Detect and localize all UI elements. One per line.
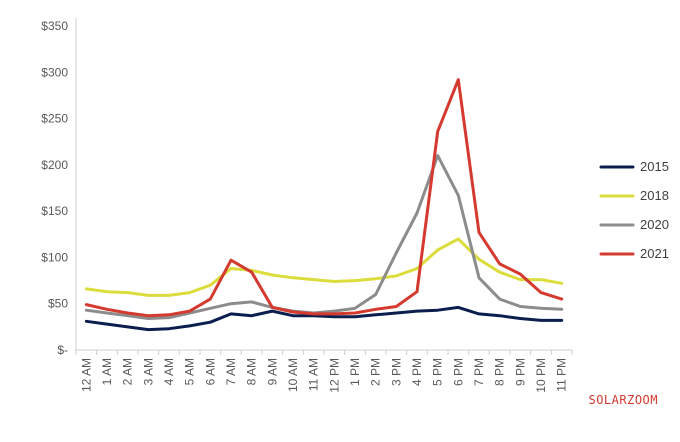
x-tick-label: 10 AM (286, 358, 300, 392)
series-line-2020 (84, 154, 564, 320)
legend-label-2018: 2018 (640, 188, 669, 203)
x-tick-label: 2 PM (369, 358, 383, 386)
x-tick-label: 6 AM (203, 358, 217, 385)
legend-label-2021: 2021 (640, 246, 669, 261)
x-tick-label: 5 PM (431, 358, 445, 386)
x-tick-label: 1 PM (348, 358, 362, 386)
series-line-2018 (84, 237, 564, 297)
x-tick-label: 7 AM (224, 358, 238, 385)
x-tick-label: 1 AM (100, 358, 114, 385)
x-tick-label: 4 PM (410, 358, 424, 386)
y-tick-label: $350 (41, 19, 68, 33)
x-tick-label: 9 PM (513, 358, 527, 386)
y-tick-label: $- (57, 343, 68, 357)
series-line-2021 (84, 78, 564, 318)
y-axis: $- $50 $100 $150 $200 $250 $300 $350 (41, 18, 77, 357)
x-tick-label: 7 PM (472, 358, 486, 386)
x-tick-label: 8 AM (245, 358, 259, 385)
x-tick-label: 2 AM (121, 358, 135, 385)
x-tick-label: 11 PM (555, 358, 569, 392)
x-axis: 12 AM 1 AM 2 AM 3 AM 4 AM 5 AM 6 AM 7 AM 8 AM 9 A… (75, 349, 573, 393)
x-tick-label: 5 AM (183, 358, 197, 385)
legend-label-2015: 2015 (640, 159, 669, 174)
y-tick-label: $200 (41, 158, 68, 172)
x-tick-label: 10 PM (534, 358, 548, 393)
x-tick-label: 12 AM (79, 358, 93, 392)
y-tick-label: $250 (41, 112, 68, 126)
x-tick-label: 4 AM (162, 358, 176, 385)
legend-label-2020: 2020 (640, 217, 669, 232)
y-tick-label: $150 (41, 204, 68, 218)
series-line-2015 (84, 305, 564, 332)
x-tick-label: 9 AM (265, 358, 279, 385)
y-tick-label: $300 (41, 65, 68, 79)
x-tick-label: 12 PM (327, 358, 341, 393)
y-tick-label: $100 (41, 250, 68, 264)
x-tick-label: 8 PM (493, 358, 507, 386)
watermark-logo: SOLARZOOM (588, 393, 658, 407)
x-tick-label: 11 AM (307, 358, 321, 391)
x-tick-label: 6 PM (451, 358, 465, 386)
legend: 2015 2018 2020 2021 (599, 159, 669, 261)
x-tick-label: 3 AM (141, 358, 155, 385)
y-tick-label: $50 (48, 297, 68, 311)
series-lines (84, 78, 564, 332)
x-tick-label: 3 PM (389, 358, 403, 386)
